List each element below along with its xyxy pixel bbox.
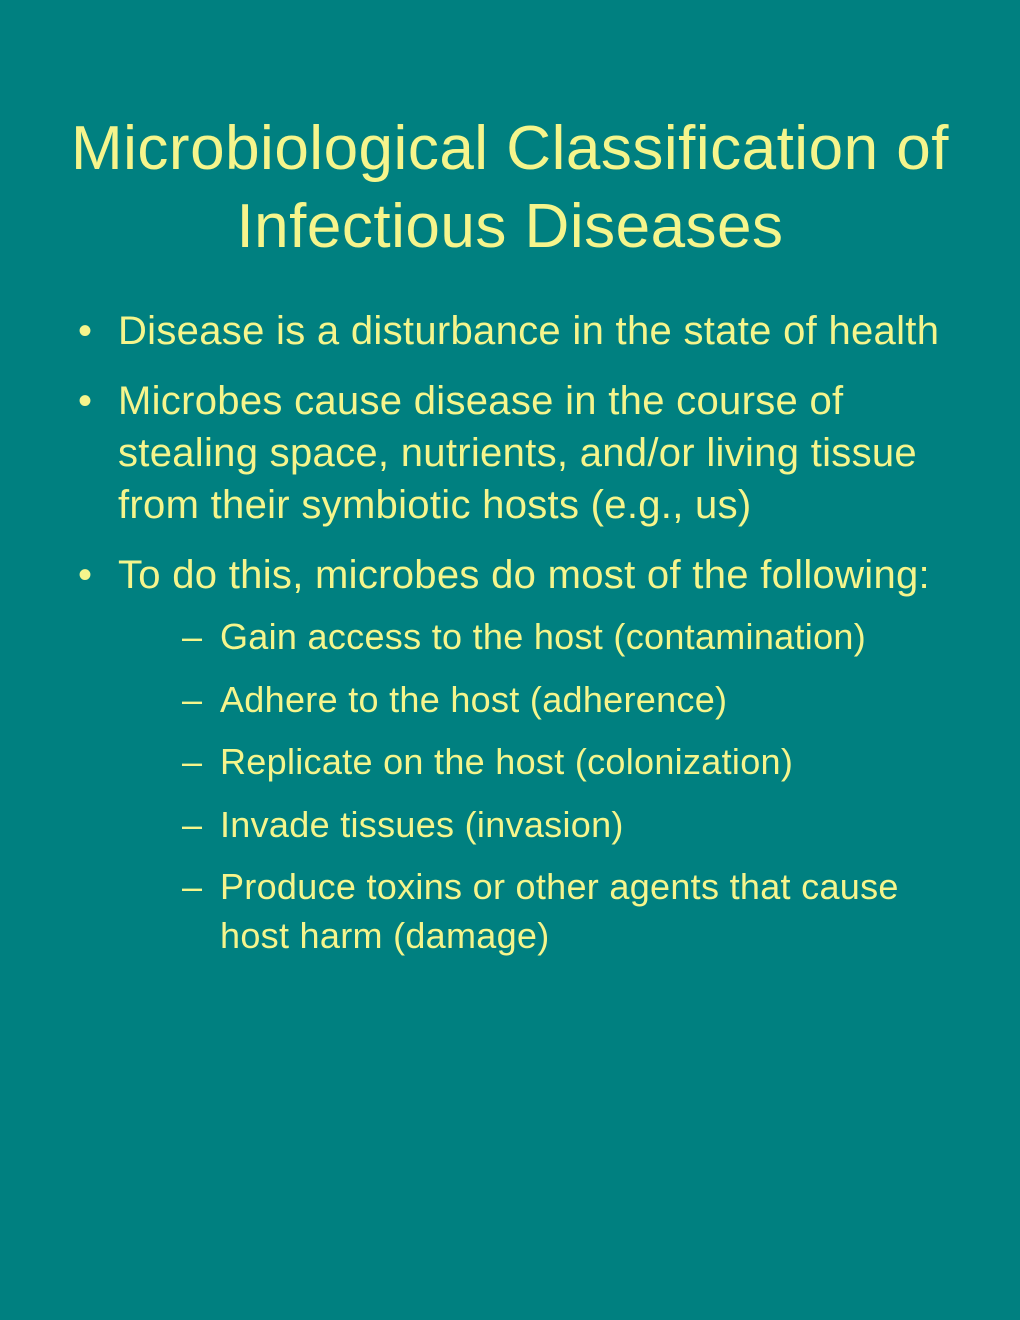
bullet-item: Microbes cause disease in the course of … bbox=[70, 375, 970, 531]
bullet-text: To do this, microbes do most of the foll… bbox=[118, 553, 930, 597]
slide-title: Microbiological Classification of Infect… bbox=[50, 110, 970, 265]
bullet-list: Disease is a disturbance in the state of… bbox=[70, 305, 970, 961]
bullet-item: To do this, microbes do most of the foll… bbox=[70, 549, 970, 961]
sub-bullet-text: Invade tissues (invasion) bbox=[220, 804, 624, 845]
sub-bullet-item: Replicate on the host (colonization) bbox=[178, 738, 970, 787]
sub-bullet-list: Gain access to the host (contamination) … bbox=[178, 613, 970, 961]
sub-bullet-text: Replicate on the host (colonization) bbox=[220, 741, 793, 782]
sub-bullet-item: Gain access to the host (contamination) bbox=[178, 613, 970, 662]
bullet-text: Microbes cause disease in the course of … bbox=[118, 379, 917, 527]
bullet-item: Disease is a disturbance in the state of… bbox=[70, 305, 970, 357]
sub-bullet-text: Produce toxins or other agents that caus… bbox=[220, 866, 899, 956]
sub-bullet-item: Invade tissues (invasion) bbox=[178, 801, 970, 850]
sub-bullet-item: Adhere to the host (adherence) bbox=[178, 676, 970, 725]
slide: Microbiological Classification of Infect… bbox=[0, 0, 1020, 1320]
bullet-text: Disease is a disturbance in the state of… bbox=[118, 309, 939, 353]
sub-bullet-text: Adhere to the host (adherence) bbox=[220, 679, 727, 720]
sub-bullet-text: Gain access to the host (contamination) bbox=[220, 616, 866, 657]
sub-bullet-item: Produce toxins or other agents that caus… bbox=[178, 863, 970, 960]
